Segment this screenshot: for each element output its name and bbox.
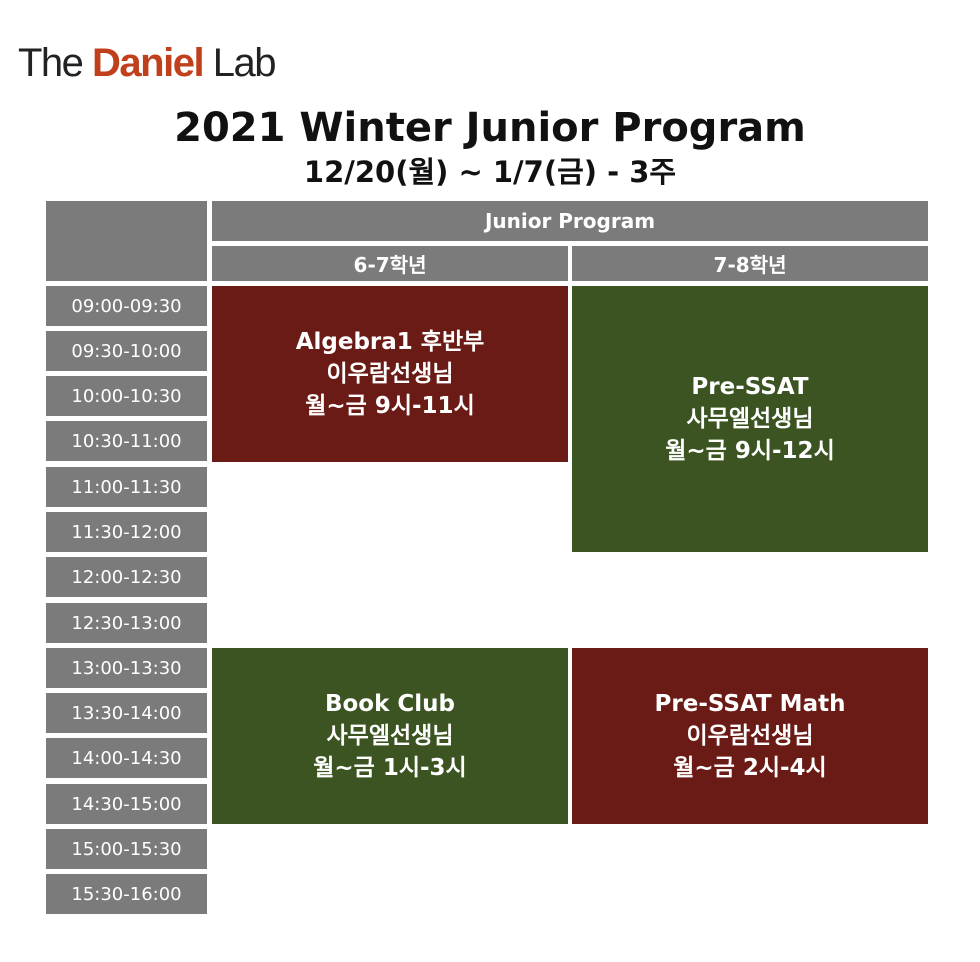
time-slot: 10:30-11:00 [46, 421, 207, 461]
class-teacher: 사무엘선생님 [686, 406, 814, 432]
time-slot: 09:30-10:00 [46, 331, 207, 371]
time-slot: 12:30-13:00 [46, 603, 207, 643]
header-program: Junior Program [212, 201, 928, 241]
time-slot: 14:30-15:00 [46, 784, 207, 824]
time-slot: 15:30-16:00 [46, 874, 207, 914]
logo: The Daniel Lab [18, 38, 277, 88]
time-slot: 12:00-12:30 [46, 557, 207, 597]
class-teacher: 이우람선생님 [686, 723, 814, 749]
time-slot: 10:00-10:30 [46, 376, 207, 416]
class-block-pre-ssat-math: Pre-SSAT Math 이우람선생님 월~금 2시-4시 [572, 648, 928, 824]
time-slot: 13:00-13:30 [46, 648, 207, 688]
class-schedule: 월~금 9시-12시 [665, 438, 835, 464]
class-block-pre-ssat: Pre-SSAT 사무엘선생님 월~금 9시-12시 [572, 286, 928, 552]
time-slot: 15:00-15:30 [46, 829, 207, 869]
time-slot: 14:00-14:30 [46, 738, 207, 778]
class-course: Pre-SSAT [691, 374, 809, 400]
time-slot: 13:30-14:00 [46, 693, 207, 733]
class-course: Algebra1 후반부 [295, 329, 485, 355]
class-schedule: 월~금 9시-11시 [305, 393, 475, 419]
class-teacher: 이우람선생님 [326, 361, 454, 387]
class-schedule: 월~금 1시-3시 [313, 755, 467, 781]
logo-suffix: Lab [203, 41, 277, 85]
time-slot: 11:00-11:30 [46, 467, 207, 507]
class-course: Book Club [324, 691, 456, 717]
class-block-algebra1: Algebra1 후반부 이우람선생님 월~금 9시-11시 [212, 286, 568, 462]
time-slot: 09:00-09:30 [46, 286, 207, 326]
page-subtitle: 12/20(월) ~ 1/7(금) - 3주 [303, 155, 677, 189]
time-slot: 11:30-12:00 [46, 512, 207, 552]
class-schedule: 월~금 2시-4시 [673, 755, 827, 781]
class-block-book-club: Book Club 사무엘선생님 월~금 1시-3시 [212, 648, 568, 824]
class-course: Pre-SSAT Math [654, 691, 846, 717]
table-corner-cell [46, 201, 207, 281]
logo-prefix: The [18, 41, 93, 85]
header-grade-7-8: 7-8학년 [572, 246, 928, 281]
page-title: 2021 Winter Junior Program [174, 105, 806, 151]
header-grade-6-7: 6-7학년 [212, 246, 568, 281]
logo-brand: Daniel [92, 41, 205, 85]
class-teacher: 사무엘선생님 [326, 723, 454, 749]
